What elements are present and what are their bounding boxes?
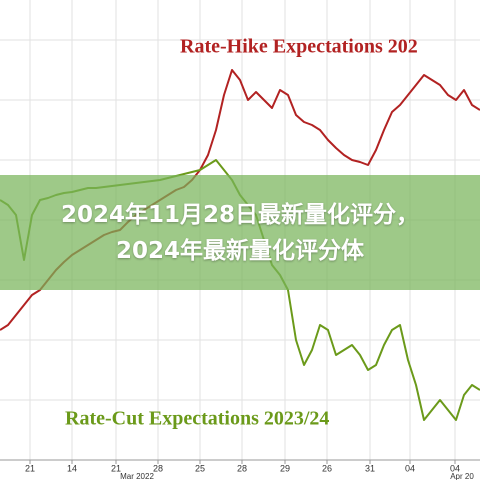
- x-tick-label: 28: [237, 463, 247, 473]
- x-tick-label: 29: [280, 463, 290, 473]
- x-tick-label: 28: [153, 463, 163, 473]
- x-tick-label: 04: [405, 463, 415, 473]
- x-tick-label: 21: [25, 463, 35, 473]
- x-tick-label: 21: [111, 463, 121, 473]
- overlay-title: 2024年11月28日最新量化评分，2024年最新量化评分体: [60, 201, 420, 264]
- x-tick-label: 31: [365, 463, 375, 473]
- x-tick-label: 25: [195, 463, 205, 473]
- overlay-banner: 2024年11月28日最新量化评分，2024年最新量化评分体: [0, 175, 480, 290]
- x-tick-label: 04: [450, 463, 460, 473]
- x-tick-label: 14: [67, 463, 77, 473]
- series-label: Rate-Hike Expectations 202: [180, 36, 418, 58]
- series-label: Rate-Cut Expectations 2023/24: [65, 408, 329, 430]
- period-label: Mar 2022: [120, 472, 154, 480]
- period-label: Apr 20: [450, 472, 474, 480]
- x-tick-label: 26: [322, 463, 332, 473]
